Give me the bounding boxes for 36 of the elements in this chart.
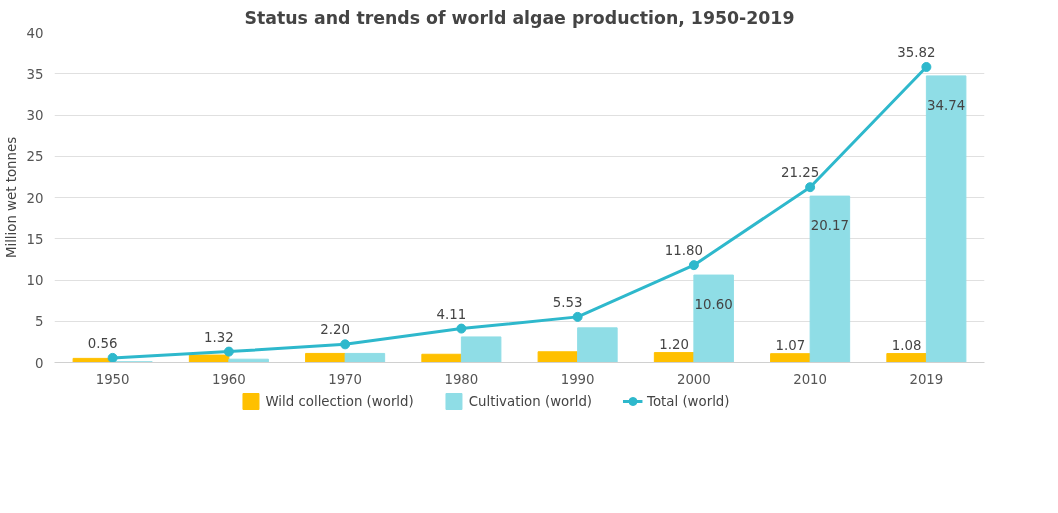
y-tick-label: 25 bbox=[26, 149, 44, 165]
data-label: 1.07 bbox=[775, 337, 806, 353]
y-tick-label: 35 bbox=[26, 66, 44, 82]
legend-label: Cultivation (world) bbox=[468, 393, 593, 409]
x-tick-label: 2010 bbox=[793, 371, 828, 387]
x-tick-label: 1960 bbox=[211, 371, 246, 387]
data-label: 4.11 bbox=[436, 306, 467, 322]
data-label: 10.60 bbox=[694, 297, 733, 313]
x-tick-label: 2019 bbox=[909, 371, 944, 387]
y-axis-title: Million wet tonnes bbox=[3, 136, 19, 259]
y-tick-label: 40 bbox=[26, 25, 44, 41]
data-label: 20.17 bbox=[810, 218, 849, 234]
data-label: 34.74 bbox=[927, 97, 966, 113]
legend-label: Total (world) bbox=[647, 393, 730, 409]
y-tick-label: 0 bbox=[35, 355, 44, 371]
data-label: 1.32 bbox=[204, 329, 234, 345]
y-tick-label: 15 bbox=[26, 231, 44, 247]
x-tick-label: 1990 bbox=[560, 371, 595, 387]
data-label: 5.53 bbox=[552, 294, 583, 310]
legend-label: Wild collection (world) bbox=[265, 393, 414, 409]
y-tick-label: 20 bbox=[26, 190, 44, 206]
chart-title: Status and trends of world algae production, 1950-2019 bbox=[244, 7, 795, 28]
x-tick-label: 2000 bbox=[676, 371, 711, 387]
data-label: 1.08 bbox=[891, 337, 922, 353]
data-label: 0.56 bbox=[87, 335, 118, 351]
x-tick-label: 1980 bbox=[444, 371, 479, 387]
data-label: 35.82 bbox=[897, 44, 936, 60]
data-label: 2.20 bbox=[320, 322, 350, 338]
y-tick-label: 30 bbox=[26, 108, 44, 123]
data-label: 11.80 bbox=[664, 243, 703, 259]
y-tick-label: 10 bbox=[26, 273, 44, 288]
y-tick-label: 5 bbox=[35, 314, 44, 330]
x-tick-label: 1950 bbox=[95, 371, 130, 387]
data-label: 1.20 bbox=[659, 336, 689, 352]
x-tick-label: 1970 bbox=[328, 371, 363, 387]
data-label: 21.25 bbox=[781, 165, 820, 181]
